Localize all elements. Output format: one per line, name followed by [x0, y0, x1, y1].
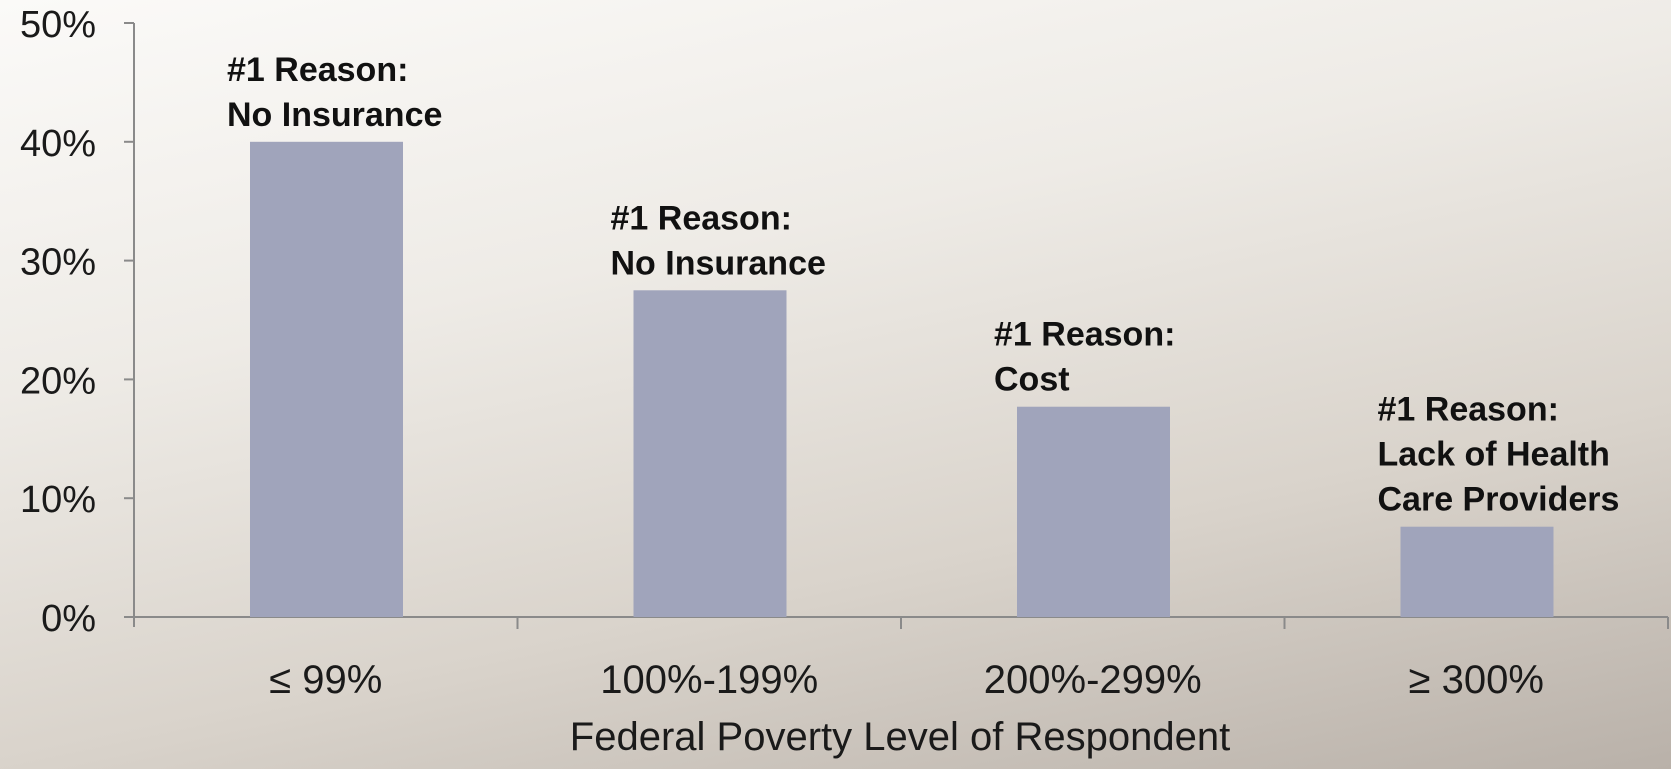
y-tick-label: 0%: [41, 598, 96, 640]
x-axis-label: Federal Poverty Level of Respondent: [570, 715, 1230, 759]
y-tick-label: 40%: [20, 123, 96, 165]
x-tick-label: ≤ 99%: [269, 658, 382, 702]
bar-annotation: #1 Reason:: [611, 199, 792, 237]
bar-annotation: #1 Reason:: [227, 51, 408, 89]
y-tick-label: 50%: [20, 4, 96, 46]
bar: [633, 290, 787, 617]
bar: [250, 141, 403, 618]
bar: [1400, 526, 1554, 617]
y-tick-label: 30%: [20, 242, 96, 284]
x-tick-label: 200%-299%: [984, 658, 1202, 702]
bar-annotation: Cost: [994, 361, 1070, 399]
bar: [1017, 406, 1170, 617]
y-tick-label: 20%: [20, 360, 96, 402]
bar-annotation: No Insurance: [227, 96, 442, 134]
bar-annotation: #1 Reason:: [994, 316, 1175, 354]
chart-bars: [250, 141, 1554, 618]
x-tick-label: 100%-199%: [600, 658, 818, 702]
bar-annotation: Lack of Health: [1378, 436, 1610, 474]
bar-annotation: No Insurance: [611, 244, 826, 282]
chart-axes: 0% 10% 20% 30% 40% 50%: [20, 4, 1669, 640]
y-tick-label: 10%: [20, 479, 96, 521]
bar-annotation: #1 Reason:: [1378, 391, 1559, 429]
x-tick-label: ≥ 300%: [1409, 658, 1544, 702]
chart-labels: ≤ 99% #1 Reason: No Insurance 100%-199% #1 R…: [227, 51, 1619, 702]
bar-annotation: Care Providers: [1378, 481, 1620, 519]
